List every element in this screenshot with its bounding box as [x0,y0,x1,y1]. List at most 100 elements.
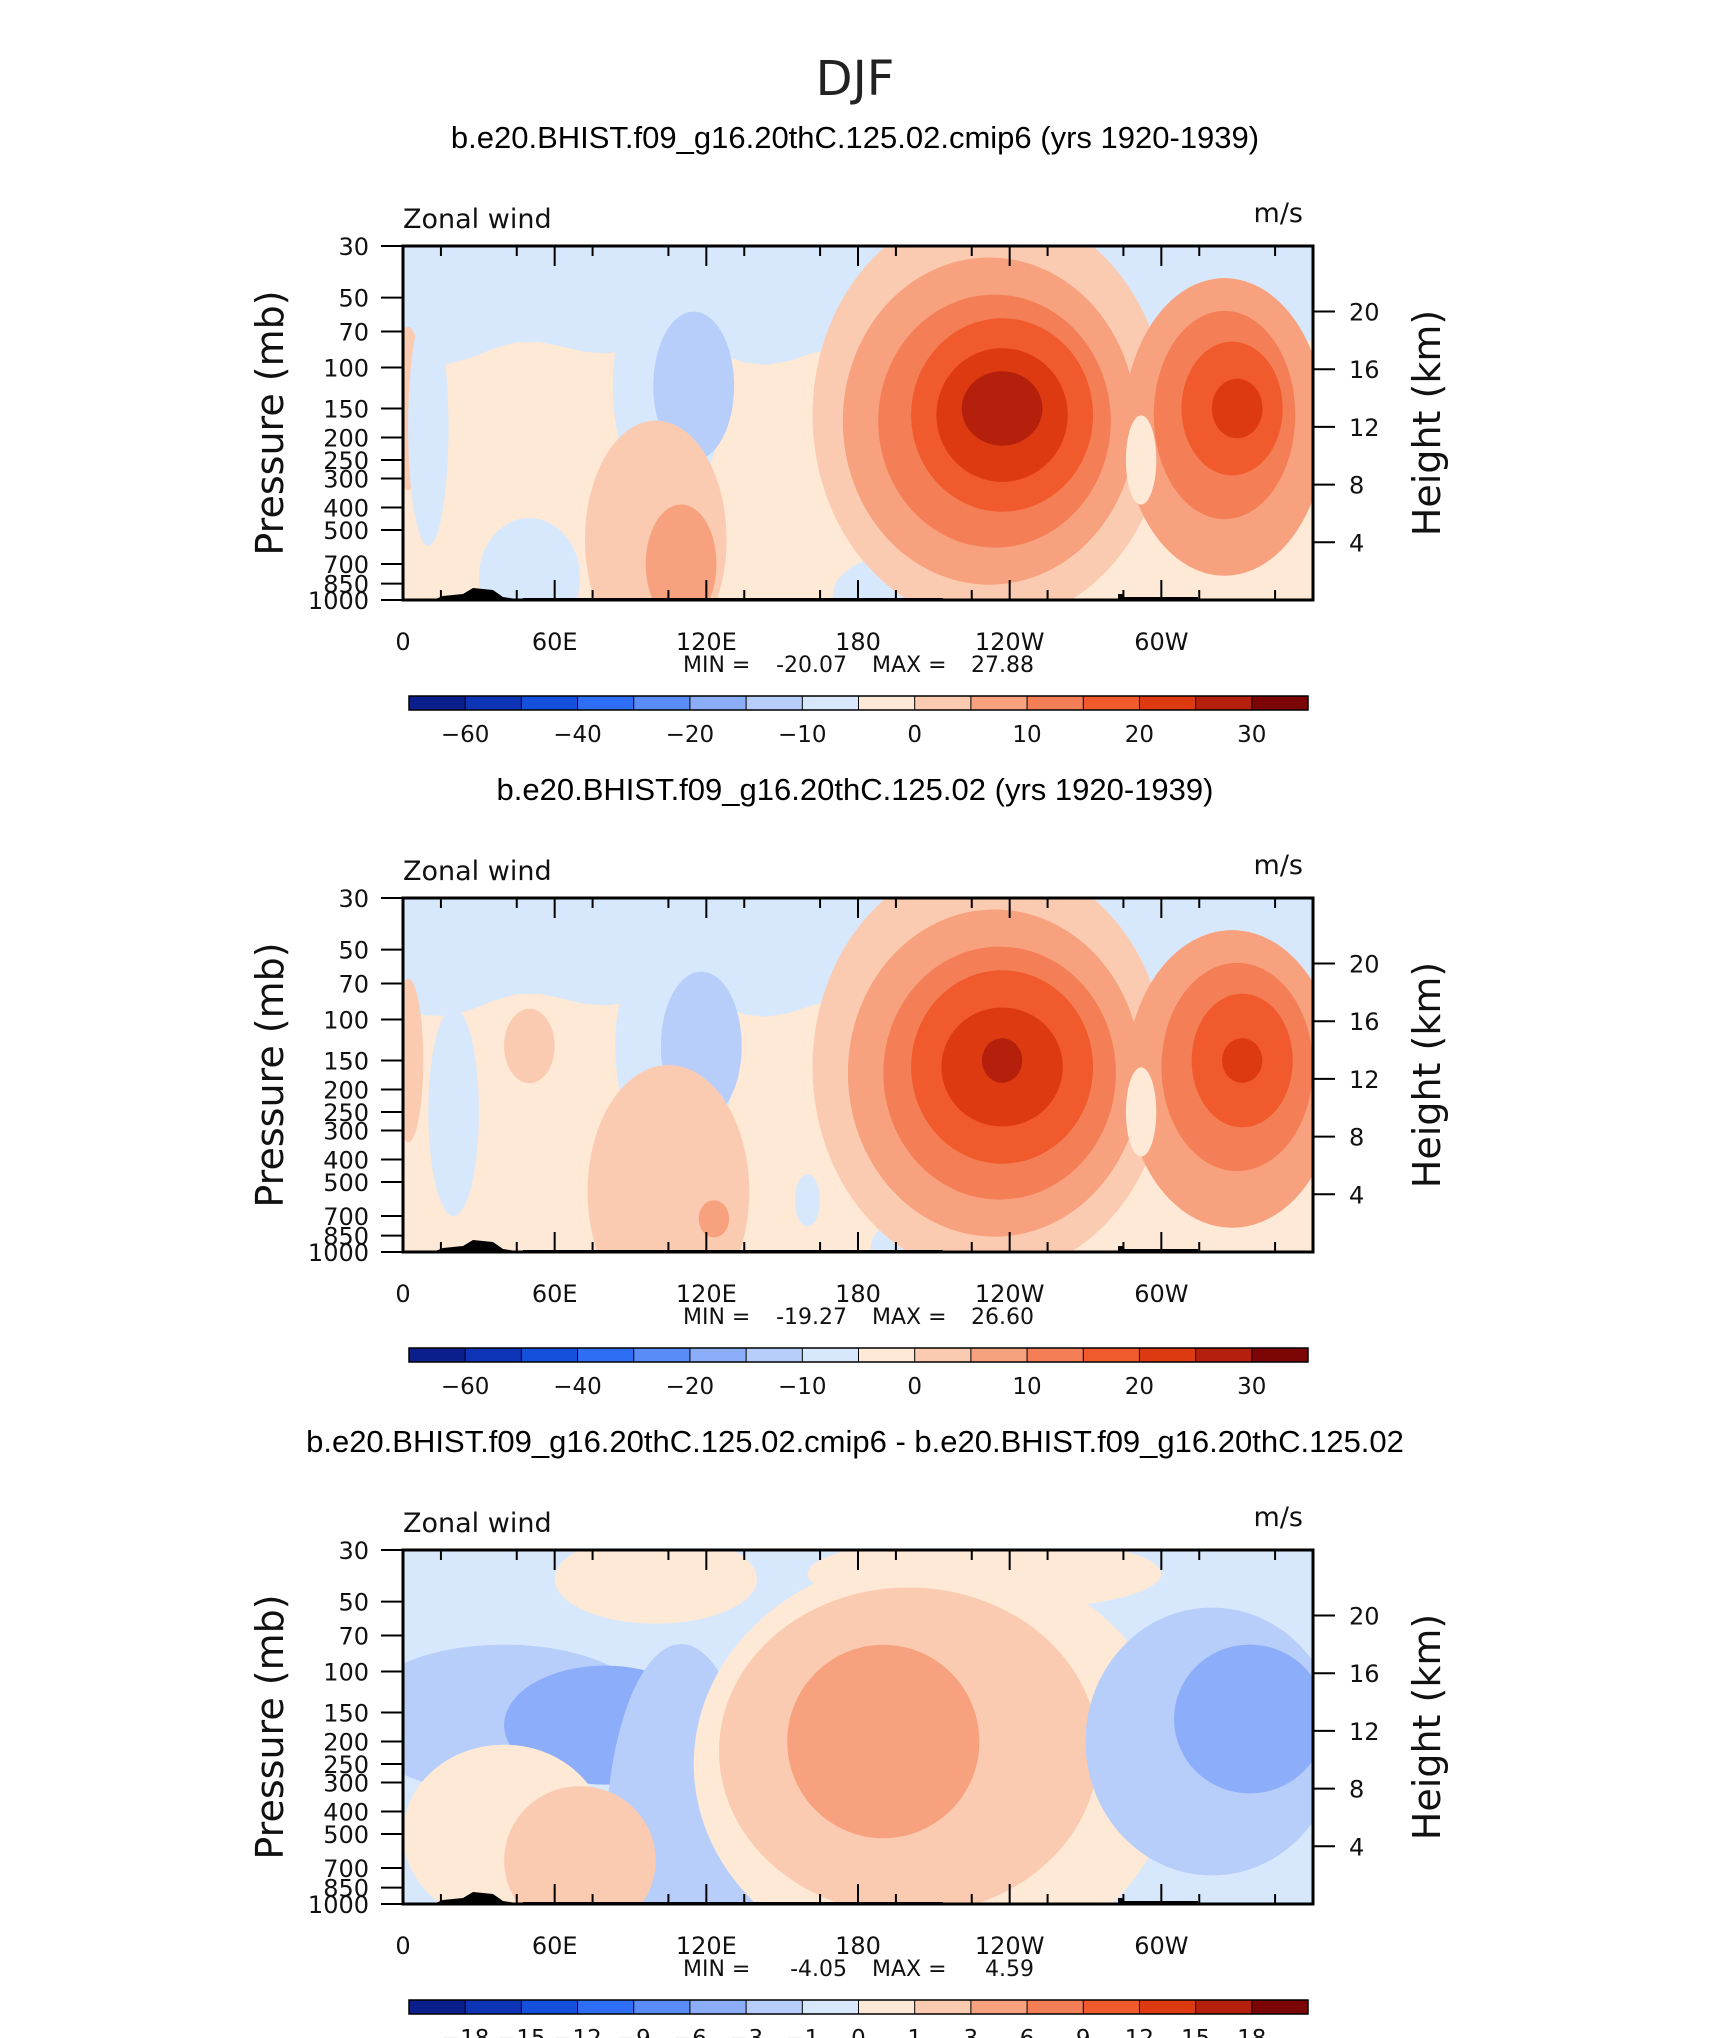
contour-region [961,371,1043,446]
colorbar-label: −10 [778,1374,827,1400]
colorbar-label: 3 [964,2026,979,2038]
y-tick-label: 70 [338,1623,369,1651]
max-value: 4.59 [985,1957,1034,1982]
colorbar-swatch [1083,2000,1140,2014]
y-tick-label: 150 [323,395,369,423]
colorbar-swatch [970,2000,1028,2014]
contour-region [1125,415,1157,505]
x-tick-label: 180 [835,628,881,656]
colorbar-swatch [802,1348,859,1362]
colorbar-swatch [746,696,803,710]
contour-region [428,1007,479,1217]
colorbar-swatch [1139,1348,1197,1362]
colorbar-swatch [521,1348,579,1362]
colorbar-swatch [1027,2000,1084,2014]
colorbar-swatch [1139,696,1197,710]
y-tick-label: 300 [323,1117,369,1145]
y2-tick-label: 16 [1349,356,1380,384]
max-label: MAX = [872,653,947,678]
panel-title: b.e20.BHIST.f09_g16.20thC.125.02.cmip6 -… [306,1424,1404,1459]
y-tick-label: 300 [323,465,369,493]
contour-region [403,978,424,1143]
y-axis-title: Pressure (mb) [248,290,292,555]
y2-tick-label: 4 [1349,529,1364,557]
min-value: -19.27 [776,1305,847,1330]
x-tick-label: 120E [676,1280,737,1308]
topography [433,1892,523,1904]
colorbar-label: 30 [1237,722,1266,748]
x-tick-label: 120W [975,1280,1045,1308]
left-annotation: Zonal wind [403,856,552,887]
colorbar-label: −60 [441,1374,490,1400]
y-tick-label: 850 [323,1875,369,1903]
x-tick-label: 60E [532,1280,578,1308]
y-tick-label: 100 [323,1659,369,1687]
y-tick-label: 150 [323,1699,369,1727]
colorbar-label: −6 [673,2026,707,2038]
x-tick-label: 120E [676,1932,737,1960]
colorbar-swatch [689,2000,747,2014]
y-tick-label: 50 [338,937,369,965]
contour-region [504,1786,656,1904]
min-value: -20.07 [776,653,847,678]
colorbar-swatch [409,696,466,710]
panel-1: b.e20.BHIST.f09_g16.20thC.125.02.cmip6 (… [248,120,1449,748]
y-tick-label: 30 [338,233,369,261]
colorbar-swatch [914,696,972,710]
y-tick-label: 500 [323,1169,369,1197]
units-label: m/s [1254,198,1303,229]
colorbar-label: 30 [1237,1374,1266,1400]
contour-field [403,246,1313,600]
colorbar-label: 10 [1012,722,1041,748]
y2-tick-label: 20 [1349,299,1380,327]
x-tick-label: 0 [395,1932,410,1960]
colorbar-swatch [1195,1348,1253,1362]
contour-region [787,1644,980,1839]
x-tick-label: 180 [835,1280,881,1308]
colorbar-label: 10 [1012,1374,1041,1400]
colorbar-label: −1 [785,2026,819,2038]
y-axis-title: Pressure (mb) [248,942,292,1207]
y-tick-label: 400 [323,1146,369,1174]
colorbar-swatch [1027,696,1084,710]
y-tick-label: 250 [323,1751,369,1779]
y-tick-label: 500 [323,517,369,545]
contour-region [981,1038,1023,1083]
y-tick-label: 300 [323,1769,369,1797]
colorbar-label: −18 [441,2026,490,2038]
x-tick-label: 120W [975,628,1045,656]
y-tick-label: 70 [338,971,369,999]
y-tick-label: 700 [323,551,369,579]
max-value: 26.60 [971,1305,1034,1330]
colorbar-swatch [689,696,747,710]
contour-region [504,1008,555,1084]
colorbar-swatch [1083,1348,1140,1362]
y-tick-label: 200 [323,1729,369,1757]
colorbar-swatch [633,1348,691,1362]
colorbar-swatch [1195,2000,1253,2014]
y-tick-label: 100 [323,1007,369,1035]
y-tick-label: 50 [338,1589,369,1617]
y-tick-label: 30 [338,885,369,913]
left-annotation: Zonal wind [403,1508,552,1539]
x-tick-label: 60W [1134,1932,1188,1960]
y-tick-label: 700 [323,1855,369,1883]
y-tick-label: 250 [323,447,369,475]
colorbar-swatch [689,1348,747,1362]
y-tick-label: 850 [323,571,369,599]
colorbar-label: −20 [666,722,715,748]
contour-region [794,1174,821,1227]
y-tick-label: 30 [338,1537,369,1565]
max-value: 27.88 [971,653,1034,678]
colorbar-label: 20 [1125,1374,1154,1400]
contour-region [698,1200,730,1238]
y2-tick-label: 8 [1349,472,1364,500]
max-label: MAX = [872,1957,947,1982]
y-tick-label: 50 [338,285,369,313]
colorbar-swatch [970,696,1028,710]
y-tick-label: 850 [323,1223,369,1251]
colorbar-label: −3 [729,2026,763,2038]
colorbar-label: 9 [1076,2026,1091,2038]
colorbar-swatch [1251,1348,1309,1362]
